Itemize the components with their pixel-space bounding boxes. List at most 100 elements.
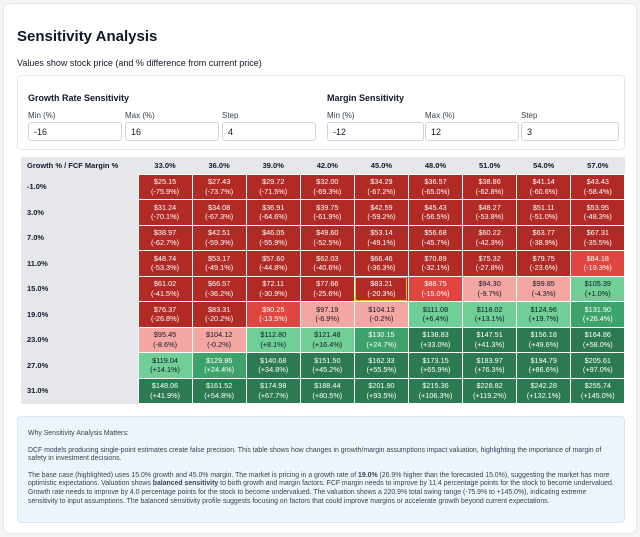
explanation-para-1: DCF models producing single-point estima…: [28, 446, 602, 463]
margin-max-input[interactable]: [425, 122, 519, 141]
cell-price: $53.14: [370, 228, 393, 238]
page-title: Sensitivity Analysis: [17, 28, 158, 45]
margin-min-input[interactable]: [327, 122, 424, 141]
cell-diff: (+19.7%): [528, 314, 559, 324]
table-row: 11.0% $48.74 (-53.3%) $53.17 (-49.1%) $57.60(…: [21, 250, 626, 277]
table-cell: $38.86 (-62.8%): [462, 173, 518, 200]
cell-diff: (-4.3%): [531, 288, 556, 298]
row-header: 15.0%: [21, 276, 138, 302]
cell-price: $105.39: [584, 279, 611, 289]
cell-price: $27.43: [207, 177, 231, 187]
table-cell: $39.75 (-61.9%): [299, 199, 355, 226]
cell-price: $38.97: [153, 228, 177, 238]
cell-diff: (-38.9%): [529, 237, 558, 247]
cell-diff: (-55.9%): [259, 237, 288, 247]
cell-price: $84.18: [586, 253, 609, 263]
table-cell: $61.02 (-41.5%): [137, 275, 193, 302]
table-cell: $97.19 (-6.9%): [299, 301, 355, 328]
cell-diff: (+58.0%): [582, 339, 613, 349]
cell-diff: (-15.0%): [421, 288, 450, 298]
cell-diff: (+97.0%): [582, 365, 613, 375]
table-cell: $147.51 (+41.3%): [462, 326, 518, 353]
table-cell: $43.43 (-58.4%): [570, 173, 626, 200]
cell-price: $67.31: [586, 228, 609, 238]
cell-diff: (-9.7%): [477, 288, 502, 298]
cell-diff: (+14.1%): [150, 365, 180, 375]
cell-price: $112.80: [260, 330, 287, 340]
cell-price: $46.05: [262, 228, 285, 238]
margin-controls-title: Margin Sensitivity: [327, 93, 405, 103]
row-header: 11.0%: [21, 250, 138, 276]
cell-price: $61.02: [153, 279, 177, 289]
cell-price: $151.50: [314, 355, 341, 365]
cell-price: $242.28: [530, 381, 557, 391]
table-cell: $151.50 (+45.2%): [299, 352, 355, 379]
cell-diff: (-64.6%): [259, 212, 288, 222]
cell-diff: (-67.3%): [205, 212, 234, 222]
cell-diff: (-23.6%): [529, 263, 558, 273]
table-cell: $124.96 (+19.7%): [516, 301, 572, 328]
table-cell: $27.43 (-73.7%): [191, 173, 247, 200]
cell-price: $60.22: [478, 228, 501, 238]
cell-price: $36.57: [424, 177, 447, 187]
row-header: 19.0%: [21, 301, 138, 327]
cell-diff: (-20.2%): [205, 314, 234, 324]
cell-price: $104.13: [368, 304, 395, 314]
cell-diff: (+76.3%): [474, 365, 505, 375]
cell-price: $95.45: [153, 330, 177, 340]
cell-price: $183.97: [476, 355, 503, 365]
table-cell: $70.89 (-32.1%): [407, 250, 464, 277]
growth-max-input[interactable]: [125, 122, 219, 141]
table-cell: $121.48 (+16.4%): [299, 326, 355, 353]
cell-diff: (-62.8%): [475, 186, 504, 196]
cell-price: $90.25: [262, 304, 285, 314]
margin-step-input[interactable]: [521, 122, 619, 141]
cell-price: $77.66: [316, 279, 339, 289]
row-header: 27.0%: [21, 352, 138, 378]
table-row: 19.0% $76.37 (-26.8%) $83.31 (-20.2%) $90.25(…: [21, 301, 626, 328]
cell-price: $48.74: [153, 253, 177, 263]
cell-price: $255.74: [584, 381, 611, 391]
growth-min-input[interactable]: [28, 122, 122, 141]
cell-diff: (-26.8%): [151, 314, 180, 324]
cell-price: $99.85: [532, 279, 555, 289]
table-cell: $138.83 (+33.0%): [407, 326, 464, 353]
cell-price: $148.06: [151, 381, 179, 391]
table-cell: $88.75 (-15.0%): [407, 275, 464, 302]
base-case-cell: $83.21 (-20.3%): [353, 275, 409, 302]
cell-price: $83.31: [207, 304, 231, 314]
column-header: 42.0%: [300, 157, 355, 174]
table-cell: $36.57 (-65.0%): [407, 173, 464, 200]
table-corner-label: Growth % / FCF Margin %: [21, 157, 138, 174]
cell-diff: (-73.7%): [205, 186, 234, 196]
table-cell: $99.85 (-4.3%): [516, 275, 572, 302]
cell-diff: (-0.2%): [207, 339, 232, 349]
table-cell: $25.15 (-75.9%): [137, 173, 193, 200]
cell-price: $42.51: [207, 228, 231, 238]
cell-price: $25.15: [153, 177, 177, 187]
table-cell: $34.29 (-67.2%): [353, 173, 409, 200]
cell-price: $72.11: [262, 279, 285, 289]
para2-text-c: (26.9% higher than the forecasted 15.0%)…: [28, 471, 610, 488]
cell-diff: (+54.8%): [204, 390, 235, 400]
cell-diff: (-45.7%): [421, 237, 450, 247]
sensitivity-table-wrap: Growth % / FCF Margin % 33.0% 36.0% 39.0% 4…: [21, 157, 626, 404]
table-cell: $53.95 (-48.3%): [570, 199, 626, 226]
explanation-heading: Why Sensitivity Analysis Matters:: [28, 430, 129, 437]
cell-diff: (+55.5%): [366, 365, 397, 375]
cell-diff: (-53.8%): [475, 212, 504, 222]
table-cell: $42.59 (-59.2%): [353, 199, 409, 226]
table-cell: $205.61 (+97.0%): [570, 352, 626, 379]
growth-step-input[interactable]: [222, 122, 316, 141]
table-cell: $75.32 (-27.8%): [462, 250, 518, 277]
cell-diff: (-49.1%): [367, 237, 396, 247]
cell-price: $97.19: [316, 304, 339, 314]
cell-price: $130.15: [368, 330, 395, 340]
cell-price: $174.98: [260, 381, 287, 391]
cell-diff: (-65.0%): [421, 186, 450, 196]
table-cell: $148.06 (+41.9%): [137, 377, 193, 404]
cell-price: $38.86: [478, 177, 501, 187]
column-header: 45.0%: [354, 157, 409, 174]
cell-price: $205.61: [584, 355, 611, 365]
column-header: 57.0%: [570, 157, 625, 174]
